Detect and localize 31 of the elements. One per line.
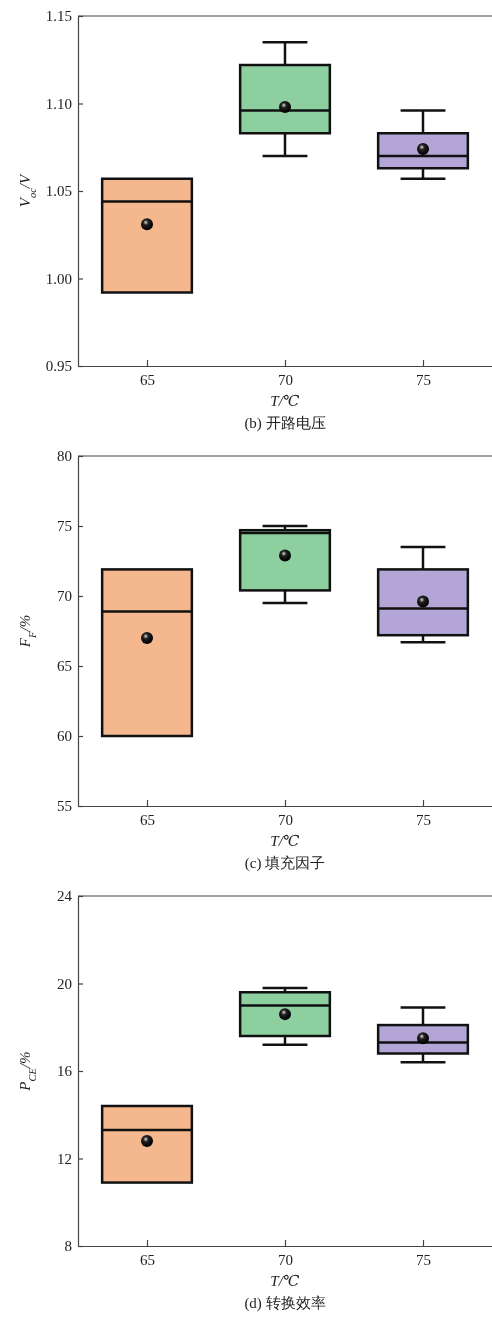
y-tick-label: 20 (57, 975, 72, 992)
x-tick-label: 70 (278, 371, 293, 388)
text: (d) 转换效率 (244, 1295, 326, 1312)
y-tick-label: 80 (57, 448, 72, 465)
x-axis-title: T/℃ (270, 833, 300, 849)
text: (b) 开路电压 (244, 415, 326, 432)
y-tick-label: 1.05 (45, 183, 72, 200)
text: (c) 填充因子 (244, 855, 326, 872)
x-tick-label: 70 (278, 1251, 293, 1268)
x-tick-label: 75 (416, 371, 431, 388)
x-tick-label: 70 (278, 811, 293, 828)
x-axis-title: T/℃ (270, 1273, 300, 1289)
y-tick-label: 8 (64, 1238, 72, 1255)
x-tick-label: 75 (416, 811, 431, 828)
y-tick-label: 65 (57, 658, 72, 675)
x-tick-label: 65 (140, 371, 155, 388)
y-tick-label: 70 (57, 588, 72, 605)
y-tick-label: 24 (57, 888, 73, 905)
x-tick-label: 65 (140, 1251, 155, 1268)
x-axis-title: T/℃ (270, 393, 300, 409)
y-tick-label: 12 (57, 1150, 72, 1167)
y-tick-label: 60 (57, 728, 72, 745)
x-tick-label: 65 (140, 811, 155, 828)
x-tick-label: 75 (416, 1251, 431, 1268)
y-tick-label: 75 (57, 518, 72, 535)
y-tick-label: 1.10 (45, 95, 72, 112)
y-tick-label: 16 (57, 1063, 73, 1080)
y-tick-label: 55 (57, 798, 72, 815)
y-tick-label: 1.15 (45, 8, 72, 25)
y-tick-label: 1.00 (45, 270, 72, 287)
y-tick-label: 0.95 (45, 358, 72, 375)
